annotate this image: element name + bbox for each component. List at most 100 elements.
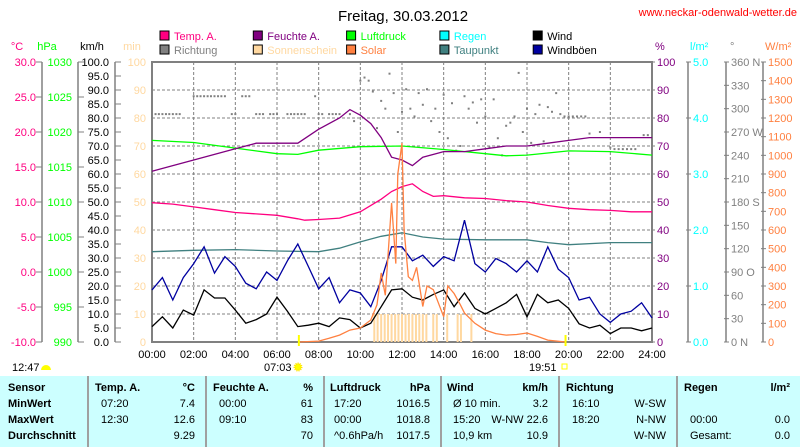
sunset-icon (561, 363, 568, 370)
rain-value: 0.0 (774, 414, 790, 426)
direction-point (244, 95, 247, 98)
tick-label: 100.0 (81, 57, 109, 69)
tick-label: 1010 (48, 197, 72, 209)
direction-point (567, 115, 570, 118)
tick-label: 5.0 (21, 232, 36, 244)
legend-label: Regen (454, 31, 486, 43)
direction-point (584, 115, 587, 118)
direction-point (526, 107, 528, 110)
tick-label: 1030 (48, 57, 72, 69)
direction-point (517, 71, 520, 74)
temp-time: 12:30 (101, 414, 129, 426)
direction-point (317, 113, 320, 116)
series-line (151, 108, 652, 172)
direction-point (459, 145, 462, 147)
tick-label: 240 (731, 150, 749, 162)
direction-point (353, 120, 356, 123)
axis-wm2: W/m² 0 100 200 300 400 500 600 700 800 900 1000 1100… (761, 41, 792, 349)
direction-point (588, 132, 591, 135)
tick-label: 90 O (731, 267, 755, 279)
pressure-time: ^0.6hPa/h (334, 430, 384, 442)
direction-point (396, 131, 399, 133)
direction-point (467, 107, 470, 110)
temp-unit: °C (182, 382, 195, 394)
tick-label: 35.0 (88, 239, 109, 251)
legend-label: Solar (361, 45, 387, 57)
direction-point (164, 113, 167, 116)
series-line (151, 183, 652, 221)
tick-label: 25.0 (15, 92, 36, 104)
direction-point (154, 113, 157, 116)
direction-point (223, 95, 226, 98)
site-link[interactable]: www.neckar-odenwald-wetter.de (638, 7, 797, 19)
pressure-column: Luftdruck hPa 17:20 1016.5 00:00 1018.8 ^0.6hP… (325, 376, 442, 447)
direction-point (334, 113, 337, 116)
direction-point (621, 148, 624, 151)
axis-title: W/m² (765, 41, 792, 53)
tick-label: 1.0 (693, 281, 708, 293)
direction-point (430, 120, 433, 123)
tick-label: 30 (731, 314, 743, 326)
humidity-time: 00:00 (219, 398, 247, 410)
x-tick-label: 16:00 (472, 349, 500, 361)
rain-time: 00:00 (690, 414, 718, 426)
direction-point (530, 141, 533, 144)
tick-label: 995 (54, 302, 72, 314)
tick-label: 700 (768, 206, 786, 218)
tick-label: 1100 (768, 132, 792, 144)
tick-label: 15.0 (88, 295, 109, 307)
stats-table: Sensor MinWert MaxWert Durchschnitt Temp… (0, 376, 800, 447)
tick-label: 330 (731, 80, 749, 92)
sunshine-bar (397, 314, 400, 342)
wind-value: W-NW 22.6 (491, 414, 548, 426)
tick-label: 20.0 (88, 281, 109, 293)
direction-point (551, 110, 553, 113)
x-tick-label: 20:00 (555, 349, 583, 361)
tick-label: 15.0 (15, 162, 36, 174)
legend-swatch (532, 30, 543, 41)
x-tick-label: 10:00 (347, 349, 375, 361)
tick-label: 85.0 (88, 99, 109, 111)
tick-label: 180 S (731, 197, 760, 209)
direction-point (380, 99, 383, 102)
legend-item: Wind (532, 30, 572, 43)
direction-point (199, 95, 202, 98)
series-line (151, 232, 652, 253)
tick-label: 10 (134, 309, 146, 321)
sunshine-bar (373, 314, 376, 342)
sunrise-time: 07:03 (264, 362, 292, 374)
direction-point (471, 101, 474, 104)
tick-label: 30.0 (15, 57, 36, 69)
direction-point (496, 137, 499, 140)
legend-item: Windböen (532, 44, 597, 57)
series-line (298, 142, 566, 343)
legend-swatch (346, 30, 357, 41)
tick-label: 60 (134, 169, 146, 181)
tick-label: 270 W (731, 127, 763, 139)
direction-point (258, 113, 261, 116)
sun-icon (293, 362, 303, 372)
tick-label: 500 (768, 244, 786, 256)
direction-point (203, 95, 206, 98)
direction-point (426, 88, 428, 91)
rain-column: Regen l/m² 00:00 0.0 Gesamt: 0.0 (678, 376, 800, 447)
direction-point (480, 98, 483, 101)
direction-point (451, 102, 453, 105)
humidity-value: 83 (300, 414, 313, 426)
x-tick-label: 22:00 (597, 349, 625, 361)
direction-point (217, 95, 220, 98)
direction-point (168, 113, 171, 116)
legend-swatch (252, 44, 263, 55)
sunshine-bar (418, 314, 421, 342)
direction-point (442, 93, 445, 96)
row-label-avg: Durchschnitt (8, 430, 76, 442)
tick-label: -10.0 (11, 337, 36, 349)
direction-point (171, 113, 174, 116)
tick-label: 50.0 (88, 197, 109, 209)
wind-header: Wind (447, 382, 474, 394)
tick-label: 90 (134, 85, 146, 97)
pressure-value: 1016.5 (396, 398, 430, 410)
temp-value: 7.4 (179, 398, 195, 410)
direction-point (286, 113, 289, 116)
legend-label: Taupunkt (454, 45, 499, 57)
